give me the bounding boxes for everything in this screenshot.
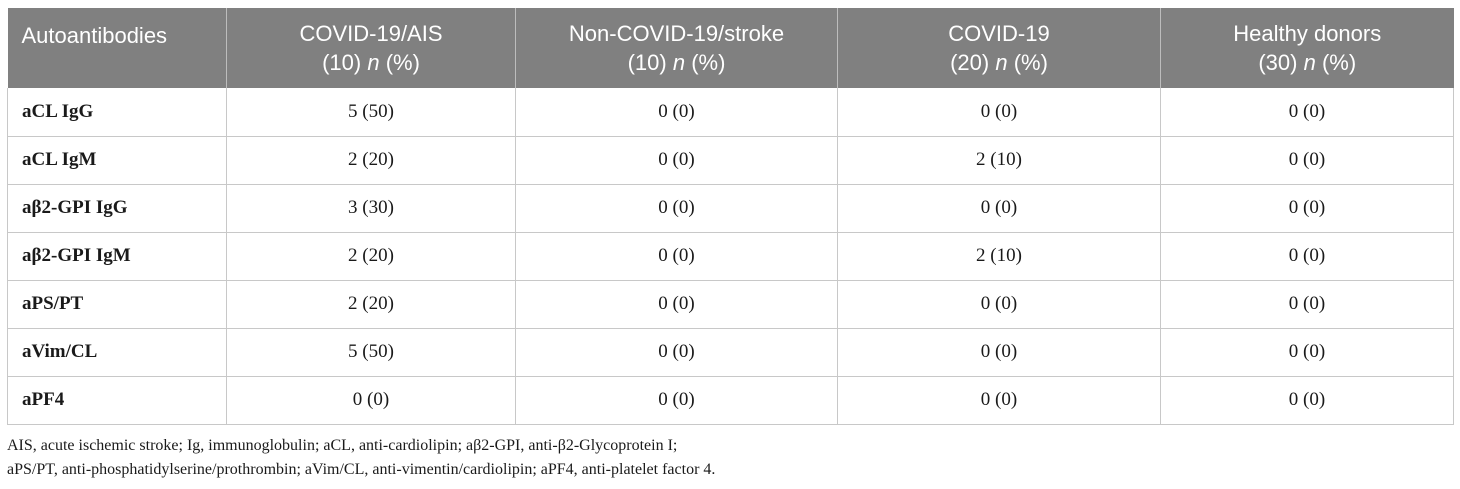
cell-covid: 0 (0) <box>837 184 1161 233</box>
autoantibodies-table: Autoantibodies COVID-19/AIS (10) n (%) N… <box>7 8 1454 425</box>
cell-healthy-donors: 0 (0) <box>1160 376 1454 425</box>
cell-non-covid-stroke: 0 (0) <box>515 136 838 185</box>
table-footnote: AIS, acute ischemic stroke; Ig, immunogl… <box>7 434 1453 482</box>
table-row: aCL IgM 2 (20) 0 (0) 2 (10) 0 (0) <box>7 136 1454 185</box>
cell-non-covid-stroke: 0 (0) <box>515 232 838 281</box>
cell-covid-ais: 0 (0) <box>226 376 516 425</box>
cell-healthy-donors: 0 (0) <box>1160 280 1454 329</box>
table-row: aPS/PT 2 (20) 0 (0) 0 (0) 0 (0) <box>7 280 1454 329</box>
cell-non-covid-stroke: 0 (0) <box>515 328 838 377</box>
header-non-covid-stroke: Non-COVID-19/stroke (10) n (%) <box>515 8 838 88</box>
header-autoantibodies: Autoantibodies <box>21 23 168 48</box>
cell-covid-ais: 5 (50) <box>226 328 516 377</box>
cell-covid: 0 (0) <box>837 88 1161 137</box>
header-covid-title: COVID-19 <box>948 21 1050 46</box>
cell-covid-ais: 2 (20) <box>226 280 516 329</box>
header-covid-ais-title: COVID-19/AIS <box>299 21 443 46</box>
cell-covid-ais: 3 (30) <box>226 184 516 233</box>
header-covid-sub: (20) n (%) <box>950 50 1048 75</box>
row-label: aVim/CL <box>7 328 227 377</box>
table-row: aβ2-GPI IgM 2 (20) 0 (0) 2 (10) 0 (0) <box>7 232 1454 281</box>
cell-healthy-donors: 0 (0) <box>1160 88 1454 137</box>
header-covid-ais-sub: (10) n (%) <box>322 50 420 75</box>
table-row: aVim/CL 5 (50) 0 (0) 0 (0) 0 (0) <box>7 328 1454 377</box>
header-healthy-donors: Healthy donors (30) n (%) <box>1160 8 1454 88</box>
cell-covid-ais: 5 (50) <box>226 88 516 137</box>
header-non-covid-stroke-title: Non-COVID-19/stroke <box>568 21 785 46</box>
cell-covid: 0 (0) <box>837 376 1161 425</box>
cell-healthy-donors: 0 (0) <box>1160 184 1454 233</box>
table-row: aCL IgG 5 (50) 0 (0) 0 (0) 0 (0) <box>7 88 1454 137</box>
table-container: Autoantibodies COVID-19/AIS (10) n (%) N… <box>7 8 1454 425</box>
row-label: aPS/PT <box>7 280 227 329</box>
cell-healthy-donors: 0 (0) <box>1160 328 1454 377</box>
footnote-line-2: aPS/PT, anti-phosphatidylserine/prothrom… <box>7 461 716 478</box>
cell-non-covid-stroke: 0 (0) <box>515 280 838 329</box>
cell-covid: 2 (10) <box>837 232 1161 281</box>
cell-non-covid-stroke: 0 (0) <box>515 376 838 425</box>
cell-healthy-donors: 0 (0) <box>1160 232 1454 281</box>
cell-covid: 0 (0) <box>837 328 1161 377</box>
table-header-row: Autoantibodies COVID-19/AIS (10) n (%) N… <box>7 8 1454 88</box>
row-label: aβ2-GPI IgG <box>7 184 227 233</box>
row-label: aβ2-GPI IgM <box>7 232 227 281</box>
cell-non-covid-stroke: 0 (0) <box>515 88 838 137</box>
table-row: aPF4 0 (0) 0 (0) 0 (0) 0 (0) <box>7 376 1454 425</box>
header-non-covid-stroke-sub: (10) n (%) <box>627 50 726 75</box>
header-covid: COVID-19 (20) n (%) <box>837 8 1161 88</box>
cell-non-covid-stroke: 0 (0) <box>515 184 838 233</box>
header-covid-ais: COVID-19/AIS (10) n (%) <box>226 8 516 88</box>
row-label: aCL IgM <box>7 136 227 185</box>
header-healthy-donors-title: Healthy donors <box>1233 21 1382 46</box>
table-row: aβ2-GPI IgG 3 (30) 0 (0) 0 (0) 0 (0) <box>7 184 1454 233</box>
row-label: aCL IgG <box>7 88 227 137</box>
row-label: aPF4 <box>7 376 227 425</box>
cell-covid: 0 (0) <box>837 280 1161 329</box>
cell-covid-ais: 2 (20) <box>226 232 516 281</box>
cell-covid-ais: 2 (20) <box>226 136 516 185</box>
footnote-line-1: AIS, acute ischemic stroke; Ig, immunogl… <box>7 437 678 454</box>
cell-healthy-donors: 0 (0) <box>1160 136 1454 185</box>
header-healthy-donors-sub: (30) n (%) <box>1258 50 1357 75</box>
cell-covid: 2 (10) <box>837 136 1161 185</box>
